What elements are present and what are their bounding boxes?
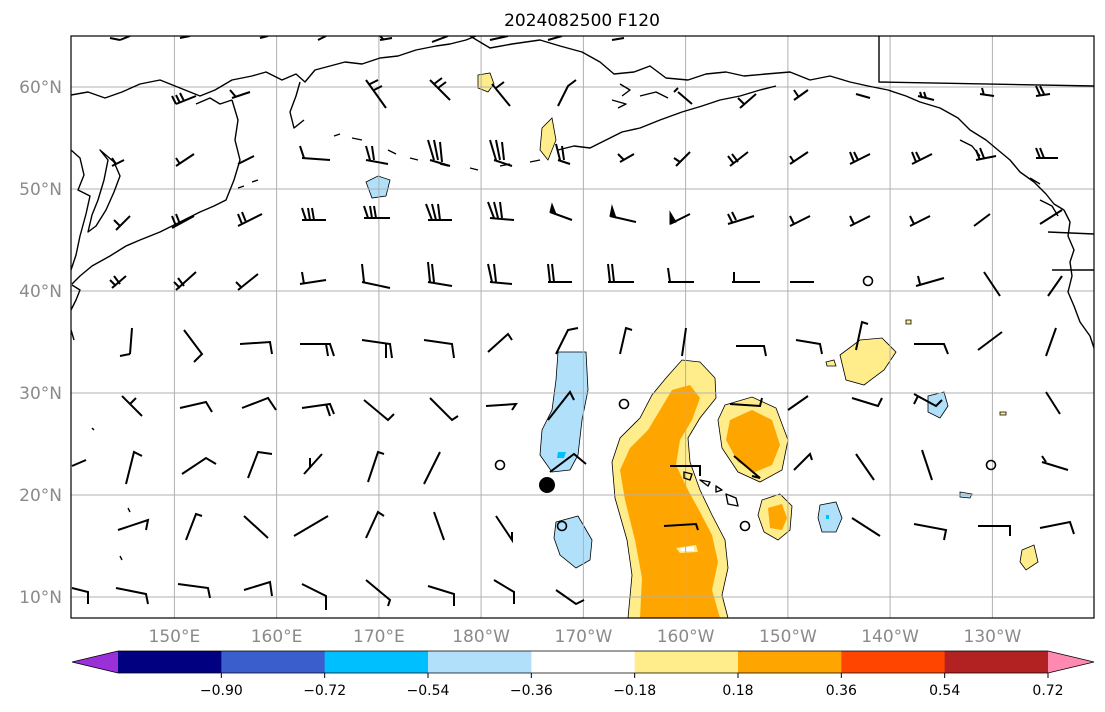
storm-position-marker [539, 477, 555, 493]
orange-core [620, 385, 720, 618]
colorbar-extend-low [72, 651, 118, 673]
lat-label: 10°N [19, 588, 62, 608]
lon-label: 180°W [452, 627, 510, 647]
colorbar-tick-label: −0.90 [200, 683, 243, 699]
map-title: 2024082500 F120 [504, 11, 660, 31]
lon-label: 160°W [657, 627, 715, 647]
lat-label: 50°N [19, 180, 62, 200]
colorbar-segment [324, 651, 429, 673]
colorbar-tick-label: 0.36 [826, 683, 857, 699]
colorbar-segment [531, 651, 636, 673]
colorbar-tick-label: 0.54 [929, 683, 960, 699]
colorbar-segment [738, 651, 842, 673]
lon-label: 150°E [149, 627, 201, 647]
lon-label: 160°E [251, 627, 303, 647]
colorbar: −0.90 −0.72 −0.54 −0.36 −0.18 0.18 0.36 0.54 0.7… [71, 650, 1095, 699]
shaded-anomaly-fields [365, 72, 1039, 618]
lat-label: 60°N [19, 78, 62, 98]
coastlines [71, 36, 1094, 561]
lat-label: 30°N [19, 384, 62, 404]
map-frame [70, 35, 1095, 619]
map-area [71, 36, 1094, 618]
colorbar-outline [71, 650, 1095, 674]
longitude-labels: 150°E 160°E 170°E 180°W 170°W 160°W 150°… [149, 627, 1022, 647]
lon-label: 150°W [759, 627, 817, 647]
colorbar-tick-label: 0.72 [1032, 683, 1063, 699]
lat-label: 20°N [19, 486, 62, 506]
colorbar-tick-label: −0.72 [303, 683, 346, 699]
colorbar-segment [841, 651, 946, 673]
graticule [71, 36, 1094, 618]
colorbar-segment [118, 651, 222, 673]
colorbar-tick-label: 0.18 [722, 683, 753, 699]
colorbar-extend-high [1048, 651, 1094, 673]
lon-label: 140°W [861, 627, 919, 647]
colorbar-segment [944, 651, 1049, 673]
wind-barbs [71, 36, 1075, 610]
lon-label: 170°W [555, 627, 613, 647]
colorbar-tick-label: −0.36 [510, 683, 553, 699]
colorbar-segment [221, 651, 326, 673]
lon-label: 130°W [964, 627, 1022, 647]
colorbar-segment [634, 651, 739, 673]
lon-label: 170°E [353, 627, 405, 647]
latitude-labels: 60°N 50°N 40°N 30°N 20°N 10°N [19, 78, 62, 608]
colorbar-segment [428, 651, 532, 673]
colorbar-tick-label: −0.54 [407, 683, 450, 699]
colorbar-tick-label: −0.18 [613, 683, 656, 699]
lat-label: 40°N [19, 282, 62, 302]
